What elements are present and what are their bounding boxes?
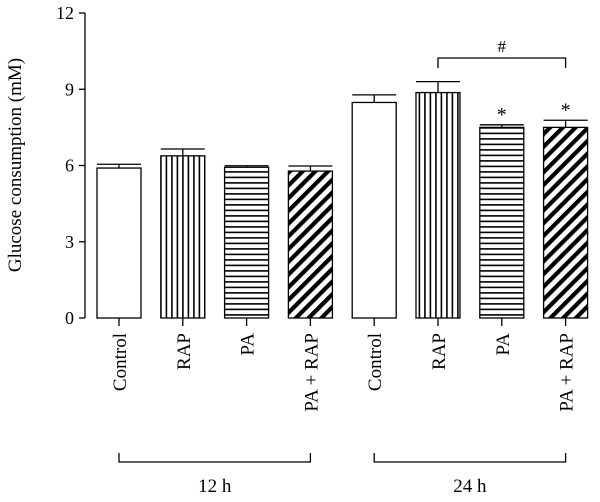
group-bracket: [118, 453, 312, 463]
y-tick-label: 0: [65, 308, 74, 328]
bar: [223, 166, 270, 319]
bar: [479, 126, 525, 319]
x-tick-label: Control: [110, 333, 131, 391]
y-axis-title: Glucose consumption (mM): [5, 58, 26, 272]
x-tick-label: PA: [493, 333, 514, 356]
y-tick-label: 12: [56, 3, 74, 23]
group-brackets: 12 h 24 h: [118, 453, 567, 497]
y-tick-label: 6: [65, 156, 74, 176]
x-tick-label: RAP: [429, 333, 450, 370]
bar: [96, 167, 142, 319]
bar: [351, 101, 397, 319]
bar: [542, 126, 589, 319]
x-tick-label: PA + RAP: [557, 333, 578, 412]
significance-star: *: [561, 99, 571, 121]
x-tick-label: Control: [365, 333, 386, 391]
significance-star: *: [497, 104, 507, 126]
significance-bracket: [437, 57, 567, 68]
y-axis: 0 3 6 9 12: [56, 3, 86, 328]
group-label: 12 h: [198, 476, 232, 497]
x-axis-tick-labels: Control RAP PA PA + RAP Control RAP PA PA + RAP: [110, 333, 578, 412]
significance-hash: #: [498, 37, 507, 56]
bars: [96, 80, 589, 326]
y-tick-label: 3: [65, 232, 74, 252]
bar: [415, 91, 461, 319]
x-tick-label: RAP: [174, 333, 195, 370]
significance-annotations: * * #: [437, 37, 571, 126]
x-tick-label: PA + RAP: [301, 333, 322, 412]
group-bracket: [373, 453, 567, 463]
bar: [287, 170, 334, 319]
bar: [160, 155, 206, 319]
x-tick-label: PA: [238, 333, 259, 356]
y-tick-label: 9: [65, 79, 74, 99]
group-label: 24 h: [453, 476, 487, 497]
